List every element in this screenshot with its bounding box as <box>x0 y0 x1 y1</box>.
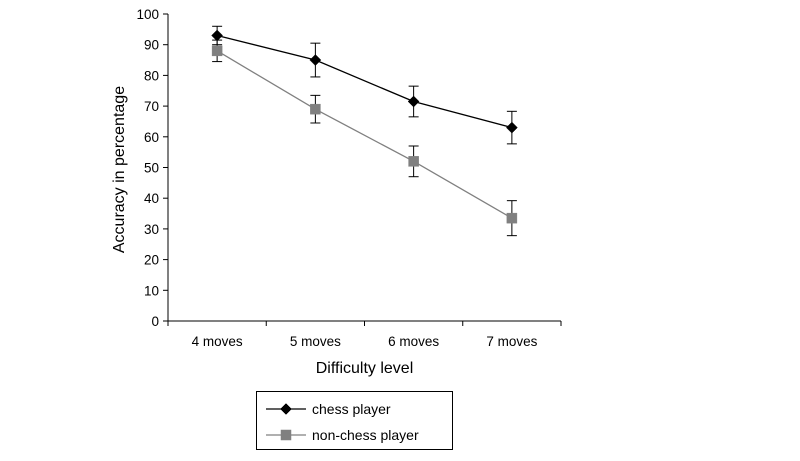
x-axis-title: Difficulty level <box>316 360 414 377</box>
series-line <box>216 34 513 129</box>
data-point <box>506 121 518 134</box>
y-tick-label: 30 <box>144 222 159 237</box>
x-tick-label: 4 moves <box>192 334 243 349</box>
legend-label: chess player <box>312 401 391 417</box>
legend-items: chess player non-chess player <box>266 401 419 443</box>
data-point <box>309 54 322 66</box>
legend-label: non-chess player <box>312 427 419 443</box>
series-non-chess-player <box>211 39 518 237</box>
y-tick-label: 100 <box>136 7 159 22</box>
y-tick-label: 70 <box>144 99 159 114</box>
y-tick-label: 0 <box>151 314 159 329</box>
legend: chess player non-chess player <box>256 391 453 450</box>
x-tick-label: 7 moves <box>486 334 537 349</box>
series-line <box>216 50 513 219</box>
data-point <box>211 29 223 42</box>
y-tick-label: 80 <box>144 68 159 83</box>
y-axis: 0 10 20 30 40 50 60 70 80 90 100 <box>136 7 169 329</box>
y-tick-label: 50 <box>144 161 159 176</box>
data-point <box>506 212 518 224</box>
x-axis: 4 moves 5 moves 6 moves 7 moves <box>167 320 562 349</box>
series-chess-player <box>211 25 518 145</box>
y-tick-label: 10 <box>144 283 159 298</box>
x-tick-label: 5 moves <box>290 334 341 349</box>
y-axis-title: Accuracy in percentage <box>111 86 128 253</box>
y-tick-label: 40 <box>144 191 159 206</box>
y-tick-label: 90 <box>144 38 159 53</box>
data-point <box>407 95 420 108</box>
x-tick-label: 6 moves <box>388 334 439 349</box>
data-point <box>310 103 321 115</box>
series-layer <box>211 25 518 237</box>
data-point <box>211 45 223 57</box>
y-tick-label: 20 <box>144 253 159 268</box>
data-point <box>408 156 419 167</box>
y-tick-label: 60 <box>144 130 159 145</box>
legend-marker <box>280 429 292 441</box>
legend-marker <box>280 403 292 415</box>
